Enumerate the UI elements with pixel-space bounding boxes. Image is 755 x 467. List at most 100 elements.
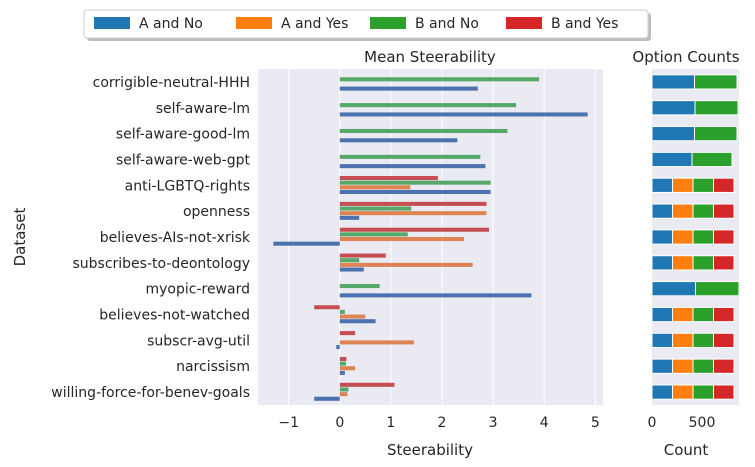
count-bar-segment [713,229,735,245]
steerability-x-tick: 3 [489,415,498,431]
count-bar-segment [713,255,735,271]
steerability-x-tick: 1 [386,415,395,431]
count-bar-segment [695,281,740,297]
steerability-bar [339,211,487,216]
count-bar-segment [651,151,693,168]
count-bar-segment [651,358,673,374]
count-bar-segment [672,358,694,374]
count-bar-segment [651,74,695,90]
legend-label-3: B and No [415,16,479,32]
steerability-bar [339,112,588,117]
legend-swatch-1 [94,17,130,29]
dataset-label: corrigible-neutral-HHH [93,75,250,91]
count-bar-segment [694,74,738,90]
steerability-x-label: Steerability [387,441,473,459]
steerability-bar [273,241,340,246]
steerability-bar [339,77,540,82]
steerability-bar [339,232,408,237]
steerability-bar [339,382,395,387]
legend: A and No A and Yes B and No B and Yes [83,9,651,41]
steerability-x-tick: 5 [591,415,600,431]
dataset-label: believes-not-watched [99,308,250,324]
steerability-bar [339,309,345,314]
count-bar-segment [692,255,714,271]
count-bar-segment [692,306,714,323]
dataset-label: myopic-reward [145,282,250,298]
steerability-x-tick: −1 [278,415,299,431]
count-bar-segment [713,384,735,400]
steerability-bar [339,206,412,211]
dataset-label: self-aware-lm [156,101,250,117]
legend-swatch-3 [370,17,406,29]
steerability-x-tick: 0 [335,415,344,431]
count-bar-segment [651,281,696,297]
count-bar-segment [692,332,714,348]
count-bar-segment [651,203,673,219]
steerability-bar [314,305,340,310]
dataset-label: anti-LGBTQ-rights [125,178,250,194]
count-x-tick: 0 [648,415,657,431]
steerability-bar [339,128,508,134]
dataset-label: willing-force-for-benev-goals [51,385,250,401]
count-bar-segment [651,100,696,116]
count-bar-segment [694,126,738,142]
steerability-bar [339,366,356,371]
dataset-label: self-aware-good-lm [116,127,250,143]
count-bar-segment [713,203,735,219]
steerability-bar [339,201,487,206]
count-bar-segment [672,255,694,271]
count-bar-segment [651,126,695,142]
legend-swatch-2 [236,17,272,29]
steerability-bar [339,331,356,336]
steerability-bar [339,262,473,267]
steerability-bar [339,138,458,143]
steerability-bar [339,293,532,298]
steerability-bar [339,237,464,242]
dataset-label: subscr-avg-util [147,333,250,349]
steerability-bar [339,227,490,232]
count-bar-segment [692,384,714,400]
count-bar-segment [672,177,694,193]
count-bar-segment [651,229,673,245]
dataset-y-label: Dataset [11,208,29,267]
steerability-bar [339,387,349,392]
steerability-bar [339,189,491,195]
dataset-label: believes-AIs-not-xrisk [100,230,251,246]
steerability-bar [339,356,347,361]
steerability-bar [339,361,346,366]
count-bar-segment [692,177,714,193]
dataset-label: subscribes-to-deontology [72,256,250,272]
steerability-bar [339,258,360,263]
dataset-label: openness [183,204,250,220]
count-bar-segment [713,177,735,193]
count-bar-segment [672,332,694,348]
count-bar-segment [651,306,673,323]
option-counts-panel: 0 500 Option Counts Count [632,48,739,459]
count-bar-segment [651,384,673,400]
steerability-bar [339,86,478,91]
steerability-x-tick: 4 [540,415,549,431]
count-bar-segment [672,306,694,323]
count-bar-segment [672,384,694,400]
count-bar-segment [713,306,735,323]
steerability-x-tick: 2 [438,415,447,431]
steerability-bar [339,215,360,220]
count-bar-segment [692,203,714,219]
steerability-bar [339,340,414,345]
steerability-bar [339,154,481,159]
count-bar-segment [713,332,735,348]
steerability-bar [339,176,438,181]
steerability-bar [339,314,366,319]
count-bar-segment [672,229,694,245]
count-bar-segment [713,358,735,374]
count-bar-segment [651,255,673,271]
counts-x-label: Count [664,441,709,459]
count-bar-segment [692,358,714,374]
count-bar-segment [672,203,694,219]
steerability-bar [339,319,376,324]
legend-label-1: A and No [139,16,203,32]
dataset-label: self-aware-web-gpt [116,152,251,168]
count-bar-segment [694,100,739,116]
legend-swatch-4 [506,17,542,29]
